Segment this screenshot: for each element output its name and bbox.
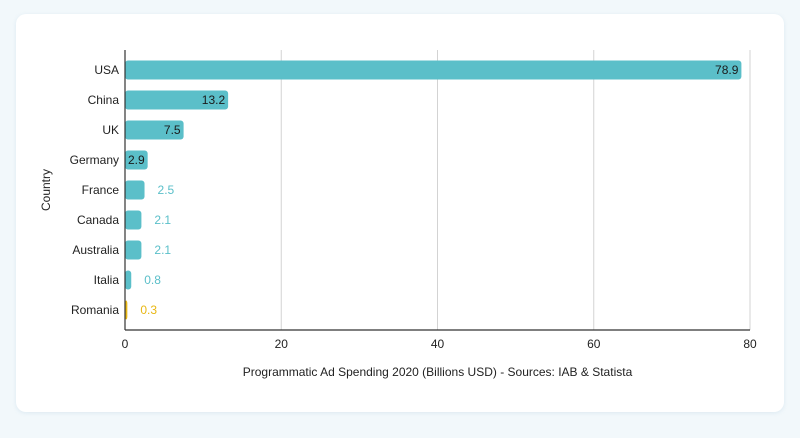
chart-card [16,14,784,412]
category-label: Australia [72,243,119,257]
data-label: 2.1 [154,213,171,227]
category-label: Canada [77,213,119,227]
y-axis-title: Country [39,169,53,211]
data-label: 0.3 [140,303,157,317]
category-labels: USA China UK Germany France Canada Australia It… [70,63,120,317]
data-label: 2.9 [128,153,145,167]
x-tick-labels: 0 20 40 60 80 [122,337,757,351]
category-label: France [82,183,120,197]
bar-italia[interactable] [125,270,132,290]
bar-usa[interactable] [125,60,742,80]
data-label: 78.9 [715,63,739,77]
category-label: USA [94,63,119,77]
x-tick-label: 40 [431,337,445,351]
data-label: 13.2 [202,93,226,107]
x-tick-label: 20 [275,337,289,351]
bar-uk[interactable] [125,120,184,140]
bar-canada[interactable] [125,210,142,230]
bar-germany[interactable] [125,150,148,170]
data-labels: 78.9 13.2 7.5 2.9 2.5 2.1 2.1 0.8 0.3 [128,63,739,317]
bars [125,60,742,320]
grid-lines [280,50,751,330]
data-label: 7.5 [164,123,181,137]
x-tick-label: 60 [587,337,601,351]
x-tick-label: 0 [122,337,129,351]
x-tick-label: 80 [743,337,757,351]
bar-australia[interactable] [125,240,142,260]
category-label: Italia [94,273,120,287]
data-label: 2.1 [154,243,171,257]
category-label: Romania [71,303,119,317]
data-label: 0.8 [144,273,161,287]
category-label: UK [102,123,119,137]
bar-china[interactable] [125,90,229,110]
bar-france[interactable] [125,180,145,200]
category-label: Germany [70,153,119,167]
data-label: 2.5 [158,183,175,197]
x-axis-title: Programmatic Ad Spending 2020 (Billions … [243,365,633,379]
category-label: China [88,93,120,107]
